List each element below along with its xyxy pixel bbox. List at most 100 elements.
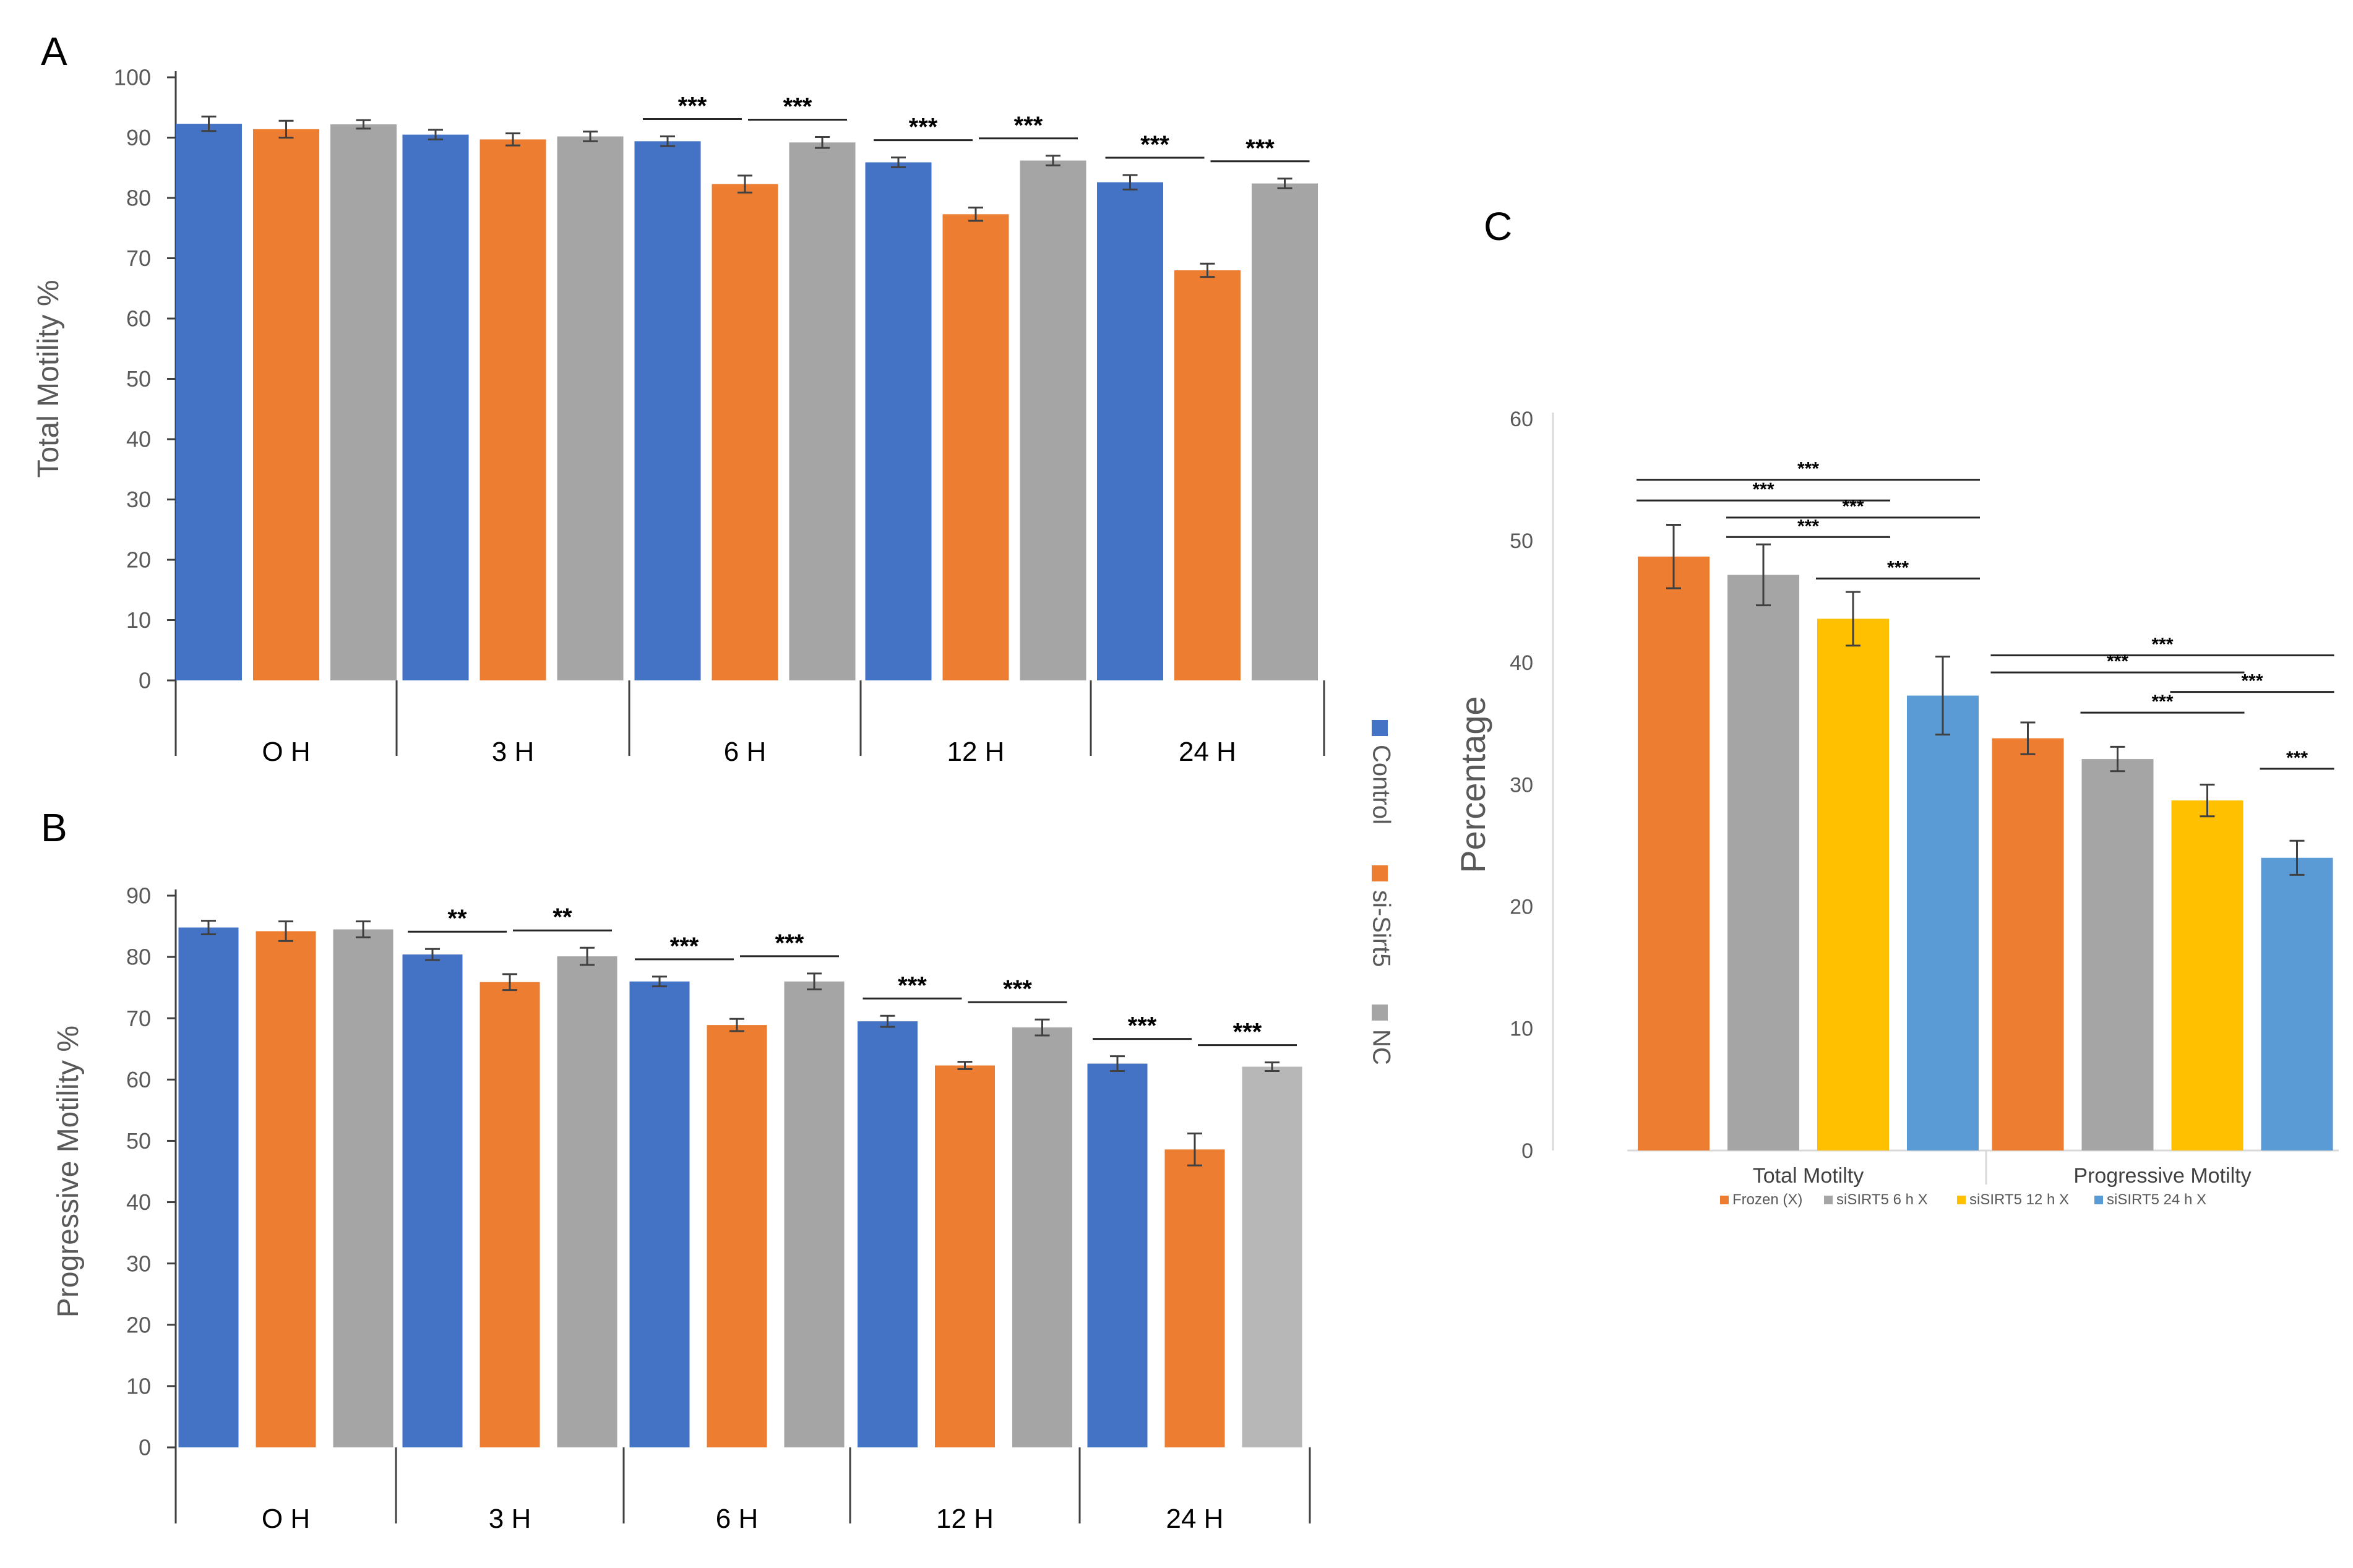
y-tick-label: 90: [126, 125, 151, 150]
significance-label: ***: [909, 114, 938, 141]
bar: [1992, 738, 2064, 1150]
bar: [935, 1065, 995, 1447]
y-tick-label: 0: [139, 1435, 151, 1460]
bar: [1817, 619, 1889, 1150]
y-tick-label: 60: [126, 306, 151, 332]
significance-label: ***: [898, 972, 927, 999]
bar: [333, 929, 394, 1447]
legend-label: siSIRT5 12 h X: [1969, 1191, 2069, 1208]
y-tick-label: 90: [126, 883, 151, 909]
legend-swatch: [1824, 1196, 1833, 1204]
significance-label: ***: [2107, 651, 2128, 672]
significance-label: ***: [2286, 748, 2308, 768]
bar: [712, 184, 778, 680]
chart-a-total-motility: 0 10 20 30 40 50 60 70 80 90 100 Total Motility % O …: [32, 65, 1325, 767]
bar: [634, 141, 701, 681]
panel-label-b: B: [41, 805, 67, 850]
significance-label: ***: [1140, 131, 1169, 158]
bar: [1907, 695, 1979, 1150]
y-tick-label: 70: [126, 246, 151, 271]
y-tick-label: 20: [126, 547, 151, 573]
y-tick-label: 60: [1510, 408, 1533, 431]
bar: [1087, 1063, 1148, 1447]
bar: [789, 142, 856, 681]
significance-label: ***: [783, 93, 812, 121]
category-label: O H: [262, 1504, 310, 1534]
legend-label: Frozen (X): [1732, 1191, 1802, 1208]
category-label: Progressive Motilty: [2073, 1164, 2251, 1188]
y-axis-title: Total Motility %: [32, 280, 65, 478]
bar: [707, 1025, 767, 1447]
significance-label: **: [447, 905, 467, 932]
legend-swatch: [1372, 720, 1388, 736]
y-tick-label: 50: [1510, 529, 1533, 553]
bar: [480, 139, 546, 681]
y-tick-label: 40: [126, 1189, 151, 1215]
significance-label: **: [553, 904, 572, 931]
category-label: 12 H: [947, 737, 1005, 767]
category-label: O H: [262, 737, 310, 767]
y-tick-label: 40: [126, 427, 151, 452]
bar: [1727, 575, 1799, 1150]
bar: [629, 981, 690, 1447]
y-tick-label: 70: [126, 1006, 151, 1031]
panel-b: B 0 10 20 30 40 50 60 70 80 90 Progressive Motilit…: [41, 805, 1311, 1534]
bar: [2171, 800, 2243, 1150]
y-tick-label: 0: [1521, 1139, 1533, 1163]
y-tick-label: 100: [114, 65, 151, 90]
significance-label: ***: [1233, 1019, 1262, 1046]
y-tick-label: 80: [126, 945, 151, 970]
bar: [784, 981, 845, 1447]
bar: [557, 136, 624, 681]
y-tick-label: 40: [1510, 651, 1533, 675]
bar: [1097, 182, 1163, 680]
bar: [865, 162, 932, 681]
bar: [256, 931, 316, 1447]
significance-label: ***: [1797, 516, 1819, 536]
y-tick-label: 50: [126, 366, 151, 392]
significance-label: ***: [1128, 1013, 1157, 1040]
legend-label: si-Sirt5: [1367, 890, 1395, 967]
y-tick-label: 10: [126, 607, 151, 633]
significance-label: ***: [1014, 112, 1043, 139]
panel-label-c: C: [1484, 204, 1512, 249]
panel-c: C 0 10 20 30 40 50 60 Percentage Total Motilty Pr…: [1453, 204, 2339, 1208]
significance-label: ***: [678, 93, 707, 120]
category-label: 3 H: [489, 1504, 531, 1534]
y-tick-label: 0: [139, 668, 151, 693]
legend-swatch: [1720, 1196, 1729, 1204]
y-tick-label: 60: [126, 1067, 151, 1092]
category-label: 24 H: [1179, 737, 1236, 767]
y-tick-label: 80: [126, 186, 151, 211]
significance-label: ***: [2241, 671, 2263, 692]
y-axis-title: Progressive Motility %: [52, 1026, 85, 1317]
bar: [480, 982, 540, 1447]
chart-b-progressive-motility: 0 10 20 30 40 50 60 70 80 90 Progressive Motility …: [52, 883, 1311, 1534]
category-label: Total Motilty: [1753, 1164, 1864, 1188]
bar: [1020, 160, 1086, 680]
legend-swatch: [1957, 1196, 1966, 1204]
bar: [1252, 183, 1318, 681]
significance-label: ***: [1797, 459, 1819, 479]
y-tick-label: 20: [1510, 896, 1533, 919]
significance-label: ***: [1842, 497, 1864, 517]
significance-label: ***: [2151, 692, 2173, 712]
bar: [402, 134, 469, 680]
y-tick-label: 30: [126, 1251, 151, 1276]
legend-label: siSIRT5 6 h X: [1836, 1191, 1928, 1208]
bar: [253, 129, 319, 681]
legend-swatch: [1372, 865, 1388, 881]
significance-label: ***: [1245, 135, 1275, 162]
legend-swatch: [1372, 1005, 1388, 1021]
y-axis-title: Percentage: [1453, 696, 1492, 873]
bar: [1174, 270, 1241, 680]
bar: [942, 214, 1009, 680]
panel-a: A 0 10 20 30 40 50 60 70 80 90 100 Total Motility %…: [32, 29, 1325, 767]
category-label: 24 H: [1166, 1504, 1224, 1534]
y-tick-label: 10: [1510, 1017, 1533, 1041]
category-label: 3 H: [492, 737, 534, 767]
legend-label: siSIRT5 24 h X: [2107, 1191, 2206, 1208]
bar: [330, 124, 397, 681]
bar: [1012, 1027, 1072, 1447]
significance-label: ***: [670, 933, 699, 960]
